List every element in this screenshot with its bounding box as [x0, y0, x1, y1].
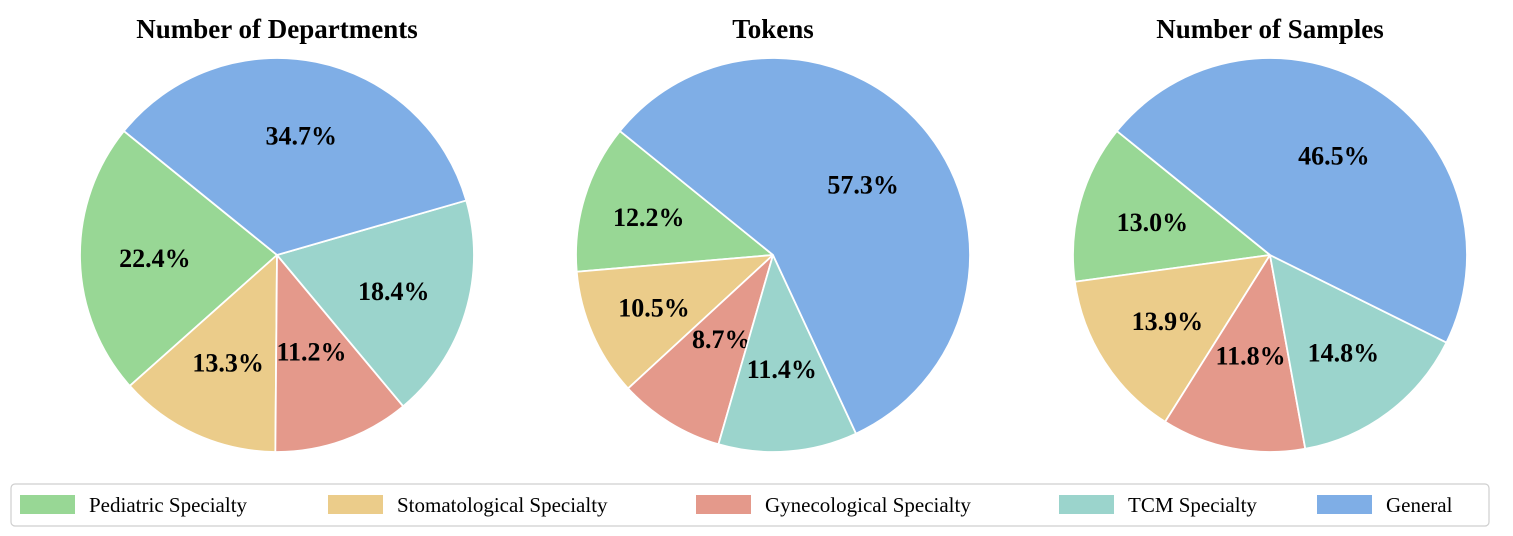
slice-label-stomatological-specialty: 13.9%: [1132, 307, 1204, 336]
pie-slice-tcm-specialty: [717, 254, 857, 453]
legend-label-pediatric-specialty: Pediatric Specialty: [89, 493, 248, 517]
pie-slice-pediatric-specialty: [79, 130, 278, 387]
chart-title: Tokens: [732, 14, 814, 44]
chart-title: Number of Departments: [136, 14, 417, 44]
slice-label-general: 57.3%: [827, 171, 899, 200]
chart-title: Number of Samples: [1156, 14, 1384, 44]
slice-label-general: 46.5%: [1298, 142, 1370, 171]
legend-swatch-pediatric-specialty: [20, 495, 75, 514]
charts-group: Number of Departments 22.4% 13.3% 11.2% 18.4…: [79, 14, 1468, 453]
pie-slice-general: [1116, 57, 1468, 344]
pie-chart-number-of-departments: Number of Departments 22.4% 13.3% 11.2% 18.4…: [79, 14, 475, 453]
slice-label-stomatological-specialty: 10.5%: [618, 293, 690, 322]
legend: Pediatric Specialty Stomatological Specia…: [10, 483, 1490, 527]
slice-label-pediatric-specialty: 22.4%: [119, 244, 191, 273]
pie-slice-stomatological-specialty: [128, 254, 278, 453]
pie-slice-stomatological-specialty: [575, 254, 774, 390]
pie-chart-tokens: Tokens 12.2% 10.5%8.7%11.4% 57.3%: [575, 14, 971, 453]
legend-swatch-stomatological-specialty: [328, 495, 383, 514]
slice-label-tcm-specialty: 14.8%: [1308, 339, 1380, 368]
pie-slice-gynecological-specialty: [274, 254, 405, 453]
slice-label-gynecological-specialty: 11.2%: [276, 338, 346, 367]
slice-label-gynecological-specialty: 8.7%: [692, 325, 751, 354]
legend-label-stomatological-specialty: Stomatological Specialty: [397, 493, 608, 517]
pie-chart-number-of-samples: Number of Samples 13.0% 13.9% 11.8% 14.8% 46.…: [1072, 14, 1468, 453]
pie-slice-general: [123, 57, 468, 256]
pie-slice-tcm-specialty: [1269, 254, 1448, 450]
pie-slice-pediatric-specialty: [1072, 130, 1271, 283]
slice-label-general: 34.7%: [266, 121, 338, 150]
slice-label-pediatric-specialty: 13.0%: [1117, 208, 1189, 237]
legend-swatch-general: [1317, 495, 1372, 514]
pie-slice-stomatological-specialty: [1073, 254, 1271, 423]
legend-label-general: General: [1386, 493, 1453, 517]
legend-label-tcm-specialty: TCM Specialty: [1128, 493, 1257, 517]
slice-label-tcm-specialty: 11.4%: [747, 355, 817, 384]
slice-label-gynecological-specialty: 11.8%: [1216, 342, 1286, 371]
legend-swatch-gynecological-specialty: [696, 495, 751, 514]
legend-label-gynecological-specialty: Gynecological Specialty: [765, 493, 971, 517]
legend-swatch-tcm-specialty: [1059, 495, 1114, 514]
pie-slice-general: [619, 57, 971, 435]
pie-slice-pediatric-specialty: [575, 130, 774, 273]
slice-label-stomatological-specialty: 13.3%: [192, 349, 264, 378]
pie-slice-gynecological-specialty: [1164, 254, 1307, 453]
pie-slice-gynecological-specialty: [627, 254, 774, 446]
slice-label-tcm-specialty: 18.4%: [358, 277, 430, 306]
pie-slice-tcm-specialty: [276, 199, 475, 408]
slice-label-pediatric-specialty: 12.2%: [613, 203, 685, 232]
